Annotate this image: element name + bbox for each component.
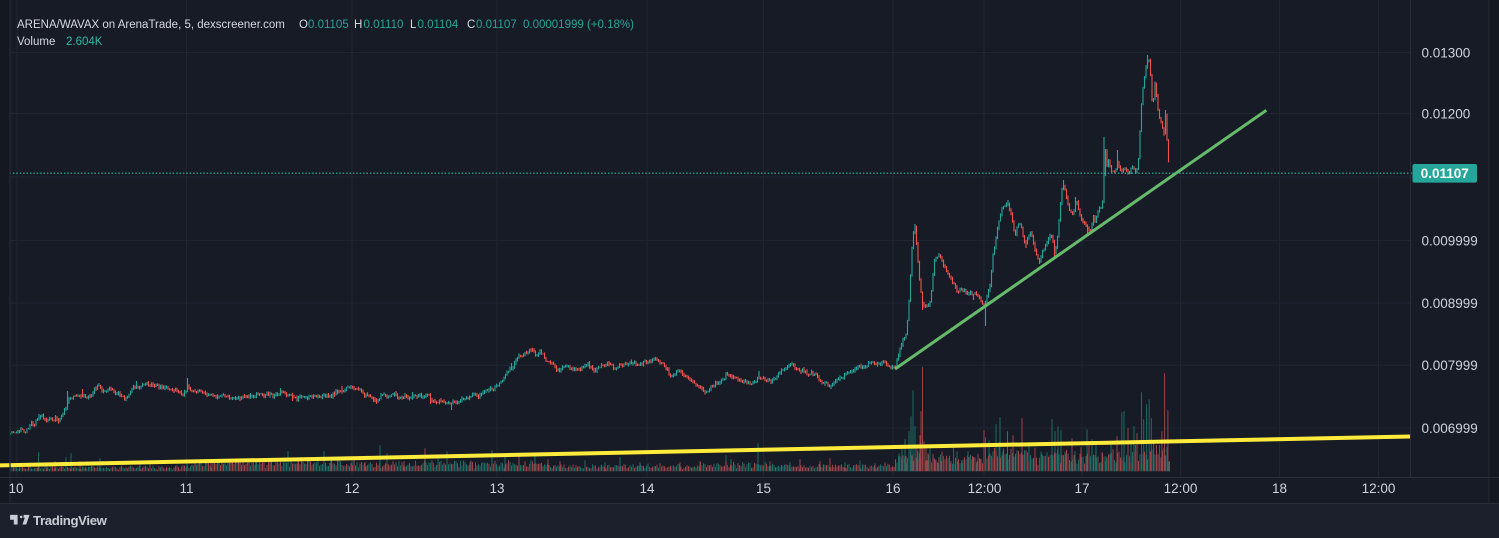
svg-text:13: 13	[489, 481, 504, 496]
svg-text:0.008999: 0.008999	[1422, 296, 1478, 311]
svg-text:0.01200: 0.01200	[1422, 106, 1471, 121]
svg-text:15: 15	[756, 481, 771, 496]
svg-text:12: 12	[344, 481, 359, 496]
svg-text:12:00: 12:00	[968, 481, 1002, 496]
svg-text:0.01107: 0.01107	[1421, 166, 1469, 181]
svg-text:16: 16	[885, 481, 900, 496]
svg-text:14: 14	[639, 481, 655, 496]
svg-text:12:00: 12:00	[1362, 481, 1396, 496]
svg-text:11: 11	[179, 481, 193, 496]
svg-text:0.006999: 0.006999	[1422, 421, 1478, 436]
svg-text:0.009999: 0.009999	[1422, 234, 1478, 249]
svg-text:17: 17	[1074, 481, 1089, 496]
svg-text:12:00: 12:00	[1164, 481, 1198, 496]
svg-text:0.007999: 0.007999	[1422, 358, 1478, 373]
svg-text:0.01300: 0.01300	[1422, 45, 1471, 60]
svg-text:TradingView: TradingView	[33, 513, 108, 528]
svg-text:18: 18	[1272, 481, 1287, 496]
svg-text:10: 10	[8, 481, 23, 496]
